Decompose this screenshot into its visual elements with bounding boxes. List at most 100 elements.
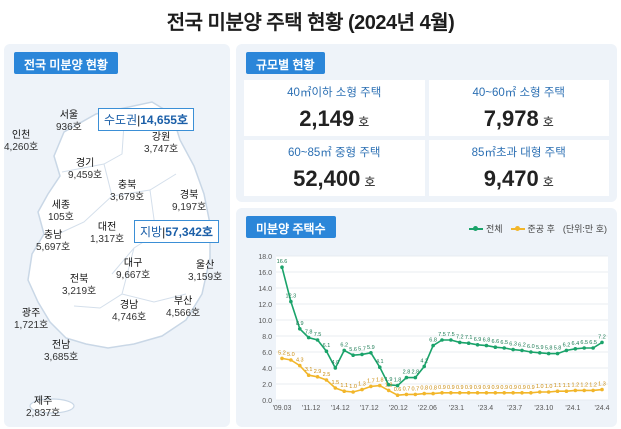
data-point — [537, 351, 542, 355]
line-chart: 0.0 2.0 4.0 6.0 8.0 10.0 12.0 14.0 16.0 18.0 '09.0… — [258, 254, 609, 412]
data-label: 5.9 — [367, 345, 375, 351]
data-label: 6.5 — [580, 340, 588, 346]
data-label: 16.6 — [277, 259, 288, 265]
data-label: 7.2 — [456, 334, 464, 340]
data-label: 1.3 — [358, 382, 366, 388]
data-point — [520, 348, 524, 353]
data-label: 1.5 — [332, 380, 340, 386]
data-point — [413, 392, 418, 397]
data-label: 2.8 — [412, 370, 420, 376]
data-label: 6.8 — [429, 338, 437, 344]
data-label: 1.8 — [394, 378, 402, 384]
data-point — [404, 392, 409, 397]
data-label: 5.6 — [349, 347, 357, 353]
data-point — [369, 351, 373, 355]
data-point — [342, 348, 347, 353]
region-chungnam: 충남 5,697호 — [36, 230, 71, 253]
y-tick-label: 6.0 — [262, 350, 272, 357]
data-point — [306, 335, 311, 340]
size-panel-header: 규모별 현황 — [246, 52, 325, 74]
size-grid: 40㎡이하 소형 주택 2,149 호 40~60㎡ 소형 주택 7,978 호 6… — [244, 80, 609, 196]
data-label: 0.9 — [509, 385, 517, 391]
data-label: 1.0 — [545, 384, 553, 390]
data-point — [475, 343, 480, 347]
data-point — [377, 365, 382, 369]
region-sejong: 세종 105호 — [48, 200, 74, 223]
region-gangwon: 강원 3,747호 — [144, 132, 179, 155]
data-label: 1.1 — [340, 383, 348, 389]
callout-province: 지방|57,342호 — [134, 220, 219, 243]
data-point — [377, 383, 382, 388]
data-point — [484, 343, 489, 348]
data-point — [351, 390, 355, 394]
data-label: 1.2 — [580, 382, 588, 388]
data-point — [502, 391, 507, 395]
data-label: 6.5 — [500, 340, 508, 346]
map-panel-header: 전국 미분양 현황 — [14, 52, 118, 74]
data-point — [324, 378, 329, 382]
legend-unit: (단위:만 호) — [562, 224, 607, 234]
data-point — [333, 386, 338, 390]
data-label: 0.9 — [447, 385, 455, 391]
data-point — [573, 347, 578, 351]
data-label: 3.1 — [305, 367, 313, 373]
data-point — [315, 375, 320, 379]
data-label: 5.2 — [278, 350, 286, 356]
legend-completed: 준공 후 — [510, 222, 555, 235]
data-point — [493, 345, 498, 349]
region-jeonnam: 전남 3,685호 — [44, 340, 79, 363]
data-label: 6.4 — [572, 341, 580, 347]
chart-legend: 전체 준공 후 (단위:만 호) — [468, 222, 607, 235]
data-label: 5.9 — [536, 345, 544, 351]
region-daejeon: 대전 1,317호 — [90, 222, 125, 245]
data-label: 0.8 — [429, 386, 437, 392]
y-tick-label: 18.0 — [258, 254, 272, 261]
data-point — [555, 389, 560, 393]
data-point — [422, 364, 427, 369]
data-label: 7.8 — [305, 330, 313, 336]
y-tick-label: 2.0 — [262, 382, 272, 389]
data-label: 5.8 — [545, 346, 553, 352]
data-point — [440, 338, 444, 342]
data-label: 1.8 — [376, 378, 384, 384]
data-point — [297, 327, 302, 331]
data-label: 0.8 — [420, 386, 428, 392]
legend-total: 전체 — [468, 222, 503, 235]
data-point — [297, 363, 302, 368]
chart-panel-header: 미분양 주택수 — [246, 216, 336, 238]
data-point — [564, 389, 569, 393]
plot-area — [276, 256, 608, 400]
region-busan: 부산 4,566호 — [166, 296, 201, 319]
data-point — [546, 351, 551, 356]
chart-panel: 미분양 주택수 전체 준공 후 (단위:만 호) 0.0 2.0 4.0 6.0 8.0… — [236, 208, 617, 427]
data-label: 12.3 — [286, 294, 297, 300]
size-cell-large: 85㎡초과 대형 주택 9,470 호 — [428, 140, 609, 196]
data-label: 4.1 — [376, 359, 384, 365]
data-point — [502, 346, 507, 350]
x-tick-label: '20.12 — [389, 405, 408, 412]
data-point — [582, 346, 587, 350]
data-label: 1.3 — [598, 382, 606, 388]
data-point — [306, 373, 311, 377]
data-point — [315, 338, 320, 342]
data-point — [280, 356, 284, 361]
data-label: 1.2 — [572, 382, 580, 388]
data-point — [360, 387, 364, 392]
data-label: 7.2 — [598, 334, 606, 340]
data-point — [395, 383, 400, 388]
page-title: 전국 미분양 주택 현황 (2024년 4월) — [166, 12, 455, 34]
data-label: 7.5 — [447, 332, 455, 338]
data-point — [457, 340, 462, 345]
region-incheon: 인천 4,260호 — [4, 130, 39, 153]
data-point — [457, 391, 462, 395]
y-tick-label: 12.0 — [258, 302, 272, 309]
data-label: 0.7 — [412, 386, 420, 392]
data-label: 0.9 — [438, 385, 446, 391]
data-point — [573, 388, 578, 393]
x-tick-label: '11.12 — [302, 405, 320, 412]
data-point — [351, 353, 355, 357]
data-point — [422, 391, 427, 396]
data-point — [600, 387, 604, 392]
data-label: 6.3 — [509, 342, 517, 348]
data-label: 0.9 — [518, 385, 526, 391]
